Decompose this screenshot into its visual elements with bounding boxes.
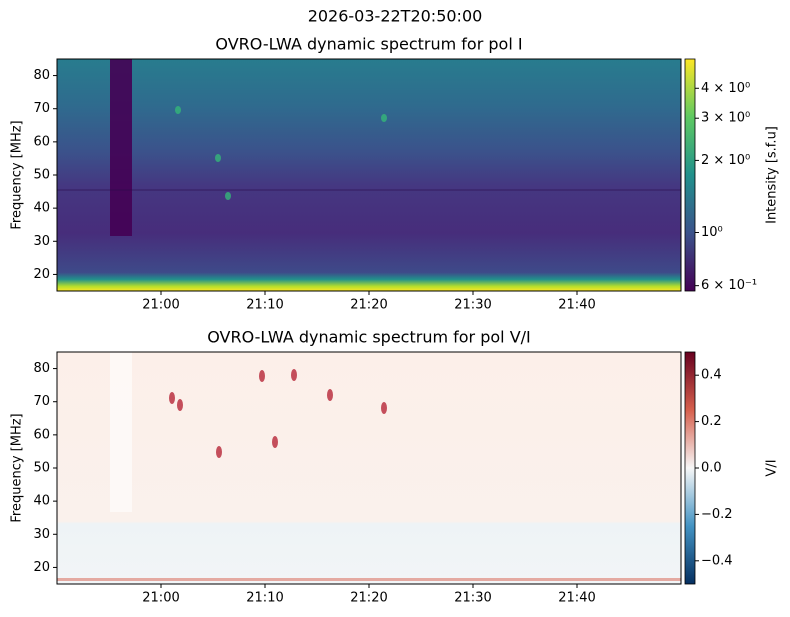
x-tick-label: 21:40 <box>558 591 595 606</box>
y-tick-label: 60 <box>33 134 50 149</box>
burst <box>169 392 175 404</box>
colorbar-label: Intensity [s.f.u] <box>765 126 780 224</box>
low-band <box>57 578 681 581</box>
colorbar-tick-label: 0.4 <box>701 368 722 383</box>
burst <box>272 436 278 448</box>
x-tick-label: 21:20 <box>350 591 387 606</box>
y-tick-label: 80 <box>33 361 50 376</box>
colorbar-tick-label: 10⁰ <box>701 225 723 240</box>
y-axis-label: Frequency [MHz] <box>10 413 25 522</box>
x-tick-label: 21:00 <box>142 591 179 606</box>
spectrum <box>57 59 681 291</box>
y-tick-label: 70 <box>33 101 50 116</box>
x-tick-label: 21:00 <box>142 298 179 313</box>
burst <box>291 369 297 381</box>
y-tick-label: 30 <box>33 234 50 249</box>
y-tick-label: 50 <box>33 461 50 476</box>
y-tick-label: 40 <box>33 494 50 509</box>
y-tick-label: 70 <box>33 394 50 409</box>
burst <box>327 389 333 401</box>
burst <box>215 154 221 162</box>
colorbar-tick-label: 6 × 10⁻¹ <box>701 278 757 293</box>
colorbar <box>684 58 696 292</box>
colorbar-tick-label: 0.2 <box>701 414 722 429</box>
gap-band <box>110 352 132 512</box>
colorbar-tick-label: 3 × 10⁰ <box>701 111 750 126</box>
burst <box>259 370 265 382</box>
figure-title: 2026-03-22T20:50:00 <box>308 7 483 26</box>
colorbar-tick-label: 0.0 <box>701 461 722 476</box>
burst <box>225 192 231 200</box>
gap-band <box>110 59 132 236</box>
spectrum <box>57 352 681 584</box>
colorbar-tick-label: −0.2 <box>701 507 733 522</box>
y-tick-label: 60 <box>33 427 50 442</box>
x-tick-label: 21:40 <box>558 298 595 313</box>
y-tick-label: 50 <box>33 168 50 183</box>
burst <box>175 106 181 114</box>
panel-title: OVRO-LWA dynamic spectrum for pol V/I <box>207 328 531 347</box>
x-tick-label: 21:30 <box>454 591 491 606</box>
colorbar-label: V/I <box>765 459 780 476</box>
burst <box>381 114 387 122</box>
panel-title: OVRO-LWA dynamic spectrum for pol I <box>215 35 522 54</box>
x-tick-label: 21:10 <box>246 591 283 606</box>
colorbar <box>684 351 696 585</box>
y-tick-label: 30 <box>33 527 50 542</box>
x-tick-label: 21:10 <box>246 298 283 313</box>
burst <box>177 399 183 411</box>
y-axis-label: Frequency [MHz] <box>10 120 25 229</box>
y-tick-label: 80 <box>33 68 50 83</box>
colorbar-tick-label: 4 × 10⁰ <box>701 81 750 96</box>
y-tick-label: 20 <box>33 560 50 575</box>
colorbar-tick-label: 2 × 10⁰ <box>701 153 750 168</box>
colorbar-tick-label: −0.4 <box>701 553 733 568</box>
burst <box>216 446 222 458</box>
burst <box>381 402 387 414</box>
y-tick-label: 20 <box>33 267 50 282</box>
y-tick-label: 40 <box>33 201 50 216</box>
x-tick-label: 21:30 <box>454 298 491 313</box>
x-tick-label: 21:20 <box>350 298 387 313</box>
